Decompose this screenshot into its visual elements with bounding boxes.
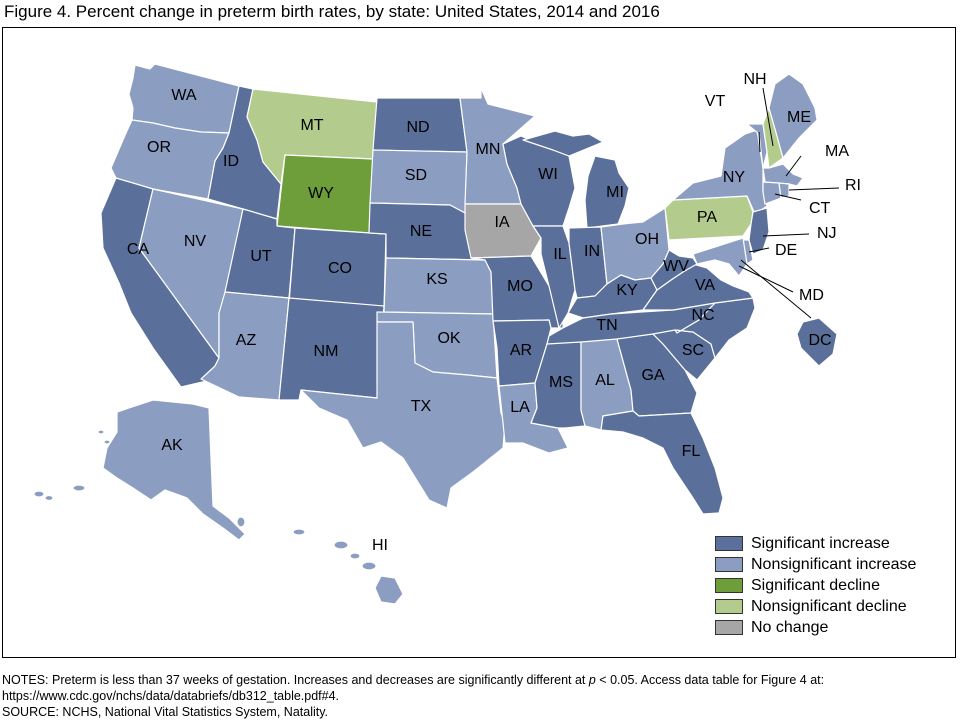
legend-label: Significant increase <box>751 534 890 552</box>
state-label-MT: MT <box>300 117 323 134</box>
state-label-RI: RI <box>845 177 861 194</box>
state-VT[interactable] <box>746 123 768 169</box>
state-label-MS: MS <box>549 374 573 391</box>
state-label-NM: NM <box>314 343 339 360</box>
state-IN[interactable] <box>568 226 608 299</box>
state-label-DE: DE <box>775 242 797 259</box>
legend-item-sig-decline: Significant decline <box>715 575 916 596</box>
state-label-NY: NY <box>723 169 746 186</box>
state-label-MI: MI <box>606 184 624 201</box>
notes-p-symbol: p <box>588 673 596 687</box>
state-label-NC: NC <box>691 307 714 324</box>
state-label-WI: WI <box>538 166 558 183</box>
figure-title: Figure 4. Percent change in preterm birt… <box>4 2 660 21</box>
state-RI[interactable] <box>778 182 790 199</box>
notes-url[interactable]: https://www.cdc.gov/nchs/data/databriefs… <box>2 689 340 703</box>
state-labels: WA OR CA NV ID MT WY UT CO AZ NM ND SD N… <box>127 71 861 554</box>
state-label-KY: KY <box>616 282 638 299</box>
state-label-VT: VT <box>705 93 726 110</box>
state-label-IA: IA <box>494 214 509 231</box>
state-label-MN: MN <box>476 141 501 158</box>
state-label-ID: ID <box>223 153 239 170</box>
state-label-LA: LA <box>510 399 530 416</box>
alaska-islands <box>33 429 246 528</box>
state-label-CT: CT <box>809 200 831 217</box>
legend-swatch <box>715 599 743 614</box>
legend-item-no-change: No change <box>715 617 916 638</box>
state-label-ND: ND <box>406 119 429 136</box>
state-TX[interactable] <box>300 321 506 509</box>
state-label-AL: AL <box>595 372 615 389</box>
legend-swatch <box>715 620 743 635</box>
source-line: SOURCE: NCHS, National Vital Statistics … <box>2 705 329 719</box>
legend-label: Nonsignificant increase <box>751 555 917 573</box>
state-label-GA: GA <box>641 367 664 384</box>
state-label-FL: FL <box>682 443 701 460</box>
state-label-WV: WV <box>663 258 689 275</box>
us-states-map: WA OR CA NV ID MT WY UT CO AZ NM ND SD N… <box>33 63 861 605</box>
state-CT[interactable] <box>762 181 782 205</box>
notes-text: NOTES: Preterm is less than 37 weeks of … <box>2 673 589 687</box>
legend-label: No change <box>751 618 829 636</box>
state-label-VA: VA <box>695 277 715 294</box>
state-MD[interactable] <box>692 237 748 277</box>
state-ME[interactable] <box>768 73 818 159</box>
state-IL[interactable] <box>532 225 576 329</box>
legend-swatch <box>715 557 743 572</box>
notes-line-1: NOTES: Preterm is less than 37 weeks of … <box>2 672 952 688</box>
state-label-MO: MO <box>507 278 533 295</box>
state-label-NE: NE <box>410 223 432 240</box>
legend-swatch <box>715 578 743 593</box>
state-label-AZ: AZ <box>236 332 257 349</box>
state-MI[interactable] <box>522 130 630 229</box>
state-label-UT: UT <box>250 248 272 265</box>
state-label-AK: AK <box>161 437 183 454</box>
state-label-NV: NV <box>184 233 207 250</box>
state-label-MA: MA <box>825 143 849 160</box>
state-label-HI: HI <box>372 537 388 554</box>
legend-item-nonsig-decline: Nonsignificant decline <box>715 596 916 617</box>
state-AK[interactable] <box>102 399 246 541</box>
state-label-NH: NH <box>743 71 766 88</box>
state-label-SD: SD <box>405 167 427 184</box>
state-label-PA: PA <box>697 209 717 226</box>
state-label-WY: WY <box>308 185 334 202</box>
state-label-CA: CA <box>127 241 150 258</box>
state-label-OR: OR <box>147 139 171 156</box>
state-label-NJ: NJ <box>817 225 837 242</box>
state-label-ME: ME <box>787 109 811 126</box>
state-WV[interactable] <box>650 249 698 291</box>
state-label-KS: KS <box>426 271 447 288</box>
state-label-IN: IN <box>584 243 600 260</box>
state-label-CO: CO <box>328 260 352 277</box>
state-label-OH: OH <box>635 231 659 248</box>
map-figure: WA OR CA NV ID MT WY UT CO AZ NM ND SD N… <box>2 27 956 658</box>
leader-lines <box>738 87 840 319</box>
map-legend: Significant increase Nonsignificant incr… <box>715 533 916 638</box>
state-label-TN: TN <box>596 317 617 334</box>
figure-notes: NOTES: Preterm is less than 37 weeks of … <box>2 672 952 720</box>
state-DC[interactable] <box>796 317 838 367</box>
hawaii-islands <box>292 528 404 605</box>
state-label-MD: MD <box>799 287 824 304</box>
state-NJ[interactable] <box>748 207 770 255</box>
state-label-IL: IL <box>553 246 566 263</box>
legend-label: Nonsignificant decline <box>751 597 907 615</box>
legend-swatch <box>715 536 743 551</box>
state-NC[interactable] <box>674 297 756 359</box>
state-FL[interactable] <box>600 410 724 515</box>
legend-item-sig-increase: Significant increase <box>715 533 916 554</box>
state-label-SC: SC <box>682 342 704 359</box>
state-label-DC: DC <box>808 332 831 349</box>
state-label-OK: OK <box>437 330 460 347</box>
state-label-TX: TX <box>411 398 432 415</box>
legend-item-nonsig-increase: Nonsignificant increase <box>715 554 916 575</box>
notes-text: < 0.05. Access data table for Figure 4 a… <box>595 673 825 687</box>
state-label-WA: WA <box>171 87 197 104</box>
legend-label: Significant decline <box>751 576 880 594</box>
state-label-AR: AR <box>510 342 532 359</box>
